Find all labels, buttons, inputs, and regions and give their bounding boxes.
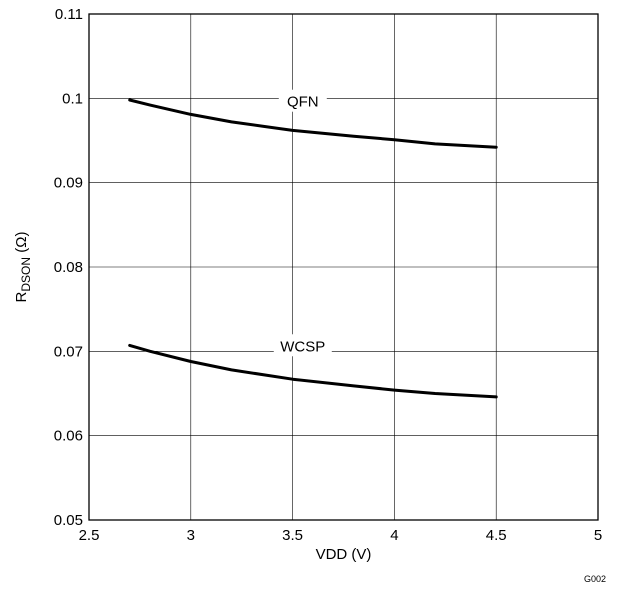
series-label-wcsp: WCSP: [280, 338, 325, 355]
plot-frame: [88, 13, 599, 521]
x-tick-label: 5: [594, 527, 602, 544]
series-label-bg-qfn: [278, 89, 327, 112]
figure-id: G002: [584, 574, 606, 584]
series-labels: QFN WCSP: [273, 89, 332, 357]
x-tick-label: 3: [187, 527, 195, 544]
series-line-wcsp: [128, 343, 498, 399]
y-tick-label: 0.05: [54, 512, 83, 529]
x-tick-label: 2.5: [79, 527, 100, 544]
series-label-qfn: QFN: [287, 94, 319, 111]
y-tick-label: 0.09: [54, 175, 83, 192]
y-tick-label: 0.11: [55, 6, 83, 23]
x-axis-title: VDD (V): [316, 546, 372, 563]
x-tick-label: 3.5: [282, 527, 303, 544]
y-axis-title-subscript: DSON: [19, 257, 33, 292]
y-axis-title-unit: (Ω): [13, 232, 30, 257]
y-axis-title: RDSON (Ω): [13, 232, 33, 303]
series-line-qfn: [128, 98, 498, 149]
series-group: [128, 98, 498, 399]
y-tick-label: 0.1: [62, 90, 83, 107]
x-tick-label: 4: [390, 527, 398, 544]
grid-lines: [89, 14, 598, 520]
series-label-bg-wcsp: [273, 334, 332, 357]
y-axis-title-main: R: [13, 291, 30, 302]
y-tick-label: 0.07: [54, 343, 83, 360]
x-tick-labels: 2.5 3 3.5 4 4.5 5: [79, 527, 603, 544]
x-tick-label: 4.5: [486, 527, 507, 544]
y-tick-labels: 0.05 0.06 0.07 0.08 0.09 0.1 0.11: [54, 6, 83, 529]
y-tick-label: 0.08: [54, 259, 83, 276]
y-tick-label: 0.06: [54, 428, 83, 445]
